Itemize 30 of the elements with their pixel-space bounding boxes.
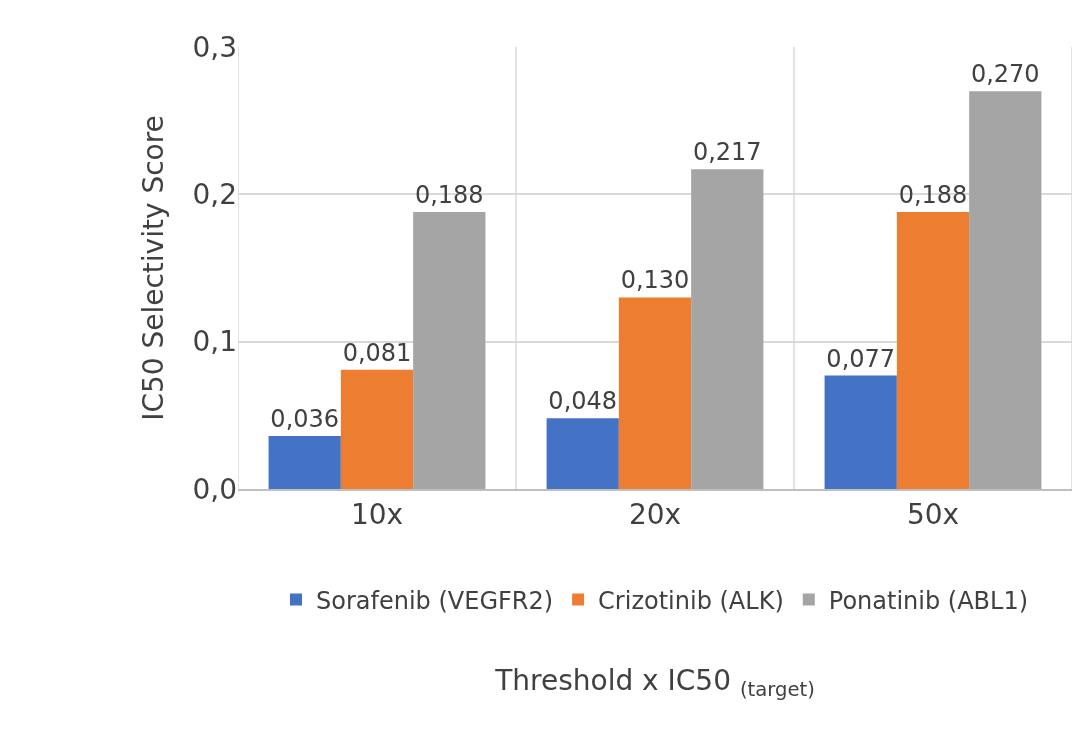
data-label: 0,036 xyxy=(270,404,340,433)
bar xyxy=(969,91,1042,489)
data-label: 0,130 xyxy=(620,266,690,295)
bar xyxy=(268,435,341,489)
bar xyxy=(340,369,414,489)
data-label: 0,048 xyxy=(548,387,618,416)
bar xyxy=(413,212,486,489)
data-label: 0,188 xyxy=(898,181,968,210)
y-tick-label: 0,3 xyxy=(192,30,237,64)
data-label: 0,270 xyxy=(970,60,1040,89)
legend-label: Ponatinib (ABL1) xyxy=(828,586,1029,615)
y-tick-label: 0,1 xyxy=(192,325,237,359)
bar xyxy=(824,375,897,489)
y-axis-title: IC50 Selectivity Score xyxy=(137,115,171,421)
legend-label: Crizotinib (ALK) xyxy=(598,586,784,615)
bar xyxy=(618,297,692,489)
x-tick-label: 10x xyxy=(350,498,404,532)
x-tick-label: 50x xyxy=(906,498,960,532)
y-tick-label: 0,2 xyxy=(192,178,237,212)
y-tick-label: 0,0 xyxy=(192,472,237,506)
legend-label: Sorafenib (VEGFR2) xyxy=(316,586,554,615)
data-label: 0,188 xyxy=(414,181,484,210)
data-label: 0,217 xyxy=(692,138,762,167)
bar xyxy=(896,212,970,489)
x-axis-title: Threshold x IC50 $_{(target)}$ xyxy=(494,663,815,701)
bar xyxy=(691,169,764,489)
data-label: 0,077 xyxy=(826,344,896,373)
data-label: 0,081 xyxy=(342,338,412,367)
bar xyxy=(546,418,619,489)
x-tick-label: 20x xyxy=(628,498,682,532)
